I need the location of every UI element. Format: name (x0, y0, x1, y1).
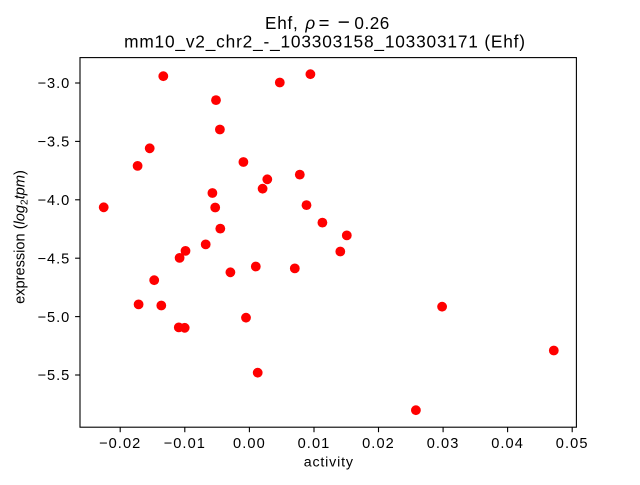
svg-text:−0.01: −0.01 (164, 436, 206, 452)
svg-text:−4.0: −4.0 (37, 193, 70, 209)
svg-text:0.02: 0.02 (362, 436, 395, 452)
svg-text:=: = (319, 12, 330, 33)
svg-text:−5.5: −5.5 (37, 368, 70, 384)
svg-text:0.05: 0.05 (556, 436, 589, 452)
svg-text:−3.0: −3.0 (37, 76, 70, 92)
svg-text:0.00: 0.00 (233, 436, 266, 452)
svg-text:mm10_v2_chr2_-_103303158_10330: mm10_v2_chr2_-_103303158_103303171 (Ehf) (124, 32, 526, 52)
svg-text:−4.5: −4.5 (37, 251, 70, 267)
svg-text:0.04: 0.04 (491, 436, 524, 452)
svg-text:−0.02: −0.02 (99, 436, 141, 452)
svg-text:−3.5: −3.5 (37, 135, 70, 151)
svg-text:0.01: 0.01 (298, 436, 331, 452)
svg-text:−: − (338, 11, 350, 34)
svg-text:−5.0: −5.0 (37, 310, 70, 326)
svg-text:ρ: ρ (304, 14, 315, 33)
svg-text:activity: activity (304, 455, 354, 471)
svg-text:Ehf,: Ehf, (265, 14, 299, 33)
svg-text:0.26: 0.26 (354, 14, 389, 33)
svg-text:expression (log2tpm): expression (log2tpm) (13, 170, 31, 304)
svg-text:0.03: 0.03 (427, 436, 460, 452)
